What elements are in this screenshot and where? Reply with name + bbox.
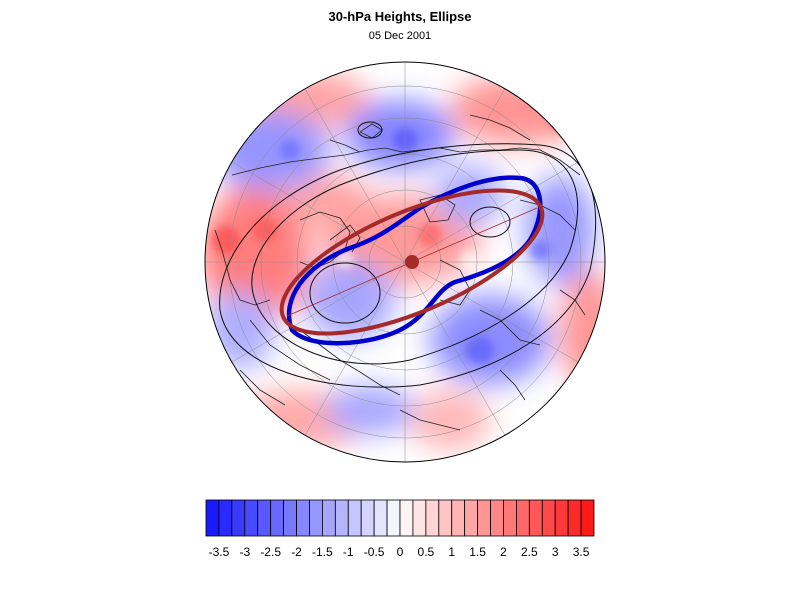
colorbar-labels: -3.5 -3 -2.5 -2 -1.5 -1 -0.5 0 0.5 1 1.5 2 2.5 3 3.5 [209,545,590,559]
colorbar-boxes [205,499,595,537]
colorbar-box [567,499,582,537]
colorbar-box [477,499,491,537]
colorbar-box [244,499,259,537]
colorbar-box [373,499,388,537]
colorbar-tick-label: 1.5 [469,545,486,559]
map-date: 05 Dec 2001 [368,30,432,42]
colorbar-box [516,499,530,537]
colorbar-box [296,499,310,537]
colorbar-box [205,499,220,537]
colorbar-box [425,499,440,537]
colorbar-tick-label: -1.5 [312,545,333,559]
colorbar-tick-label: -3.5 [209,545,230,559]
colorbar-box [347,499,362,537]
colorbar-box [580,499,595,537]
colorbar-tick-label: 3 [552,545,559,559]
fitted-ellipse [279,188,545,336]
colorbar-tick-label: -3 [239,545,250,559]
ellipse-center-marker [405,255,419,269]
colorbar-box [490,499,504,537]
colorbar-tick-label: -2 [291,545,302,559]
colorbar-tick-label: 1 [448,545,455,559]
colorbar-tick-label: 0.5 [418,545,435,559]
colorbar-tick-label: -2.5 [260,545,281,559]
colorbar-box [321,499,336,537]
colorbar-tick-label: 0 [397,545,404,559]
colorbar-tick-label: -1 [343,545,354,559]
colorbar-box [438,499,453,537]
colorbar-box [231,499,246,537]
colorbar-box [541,499,556,537]
colorbar-box [283,499,297,537]
colorbar-box [257,499,272,537]
colorbar-box [386,499,401,537]
colorbar-box [399,499,414,537]
colorbar-box [412,499,427,537]
colorbar-box [360,499,375,537]
colorbar-box [334,499,349,537]
colorbar-box [270,499,284,537]
colorbar-tick-label: 2.5 [521,545,538,559]
colorbar-box [451,499,466,537]
colorbar-box [554,499,569,537]
map-title: 30-hPa Heights, Ellipse [328,9,472,24]
colorbar-box [218,499,233,537]
colorbar-box [503,499,517,537]
colorbar-box [464,499,478,537]
colorbar-tick-label: 3.5 [573,545,590,559]
colorbar-box [528,499,543,537]
colorbar-box [309,499,323,537]
globe-outline [204,61,606,463]
colorbar-tick-label: -0.5 [364,545,385,559]
colorbar-tick-label: 2 [500,545,507,559]
geopotential-contour [286,175,543,346]
